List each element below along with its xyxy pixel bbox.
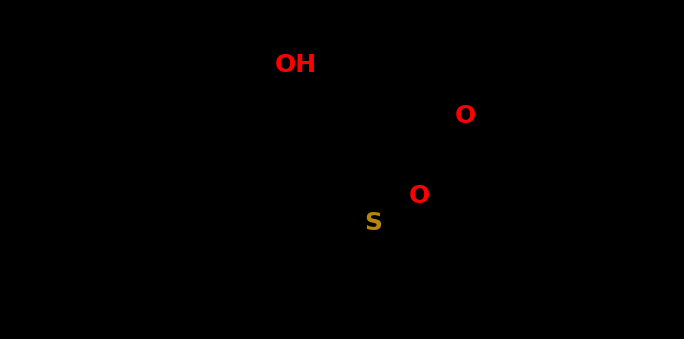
Text: CH₃: CH₃ xyxy=(443,186,488,206)
Text: O: O xyxy=(455,104,476,128)
Text: O: O xyxy=(408,184,430,208)
Text: OH: OH xyxy=(275,53,317,77)
Text: S: S xyxy=(364,211,382,235)
